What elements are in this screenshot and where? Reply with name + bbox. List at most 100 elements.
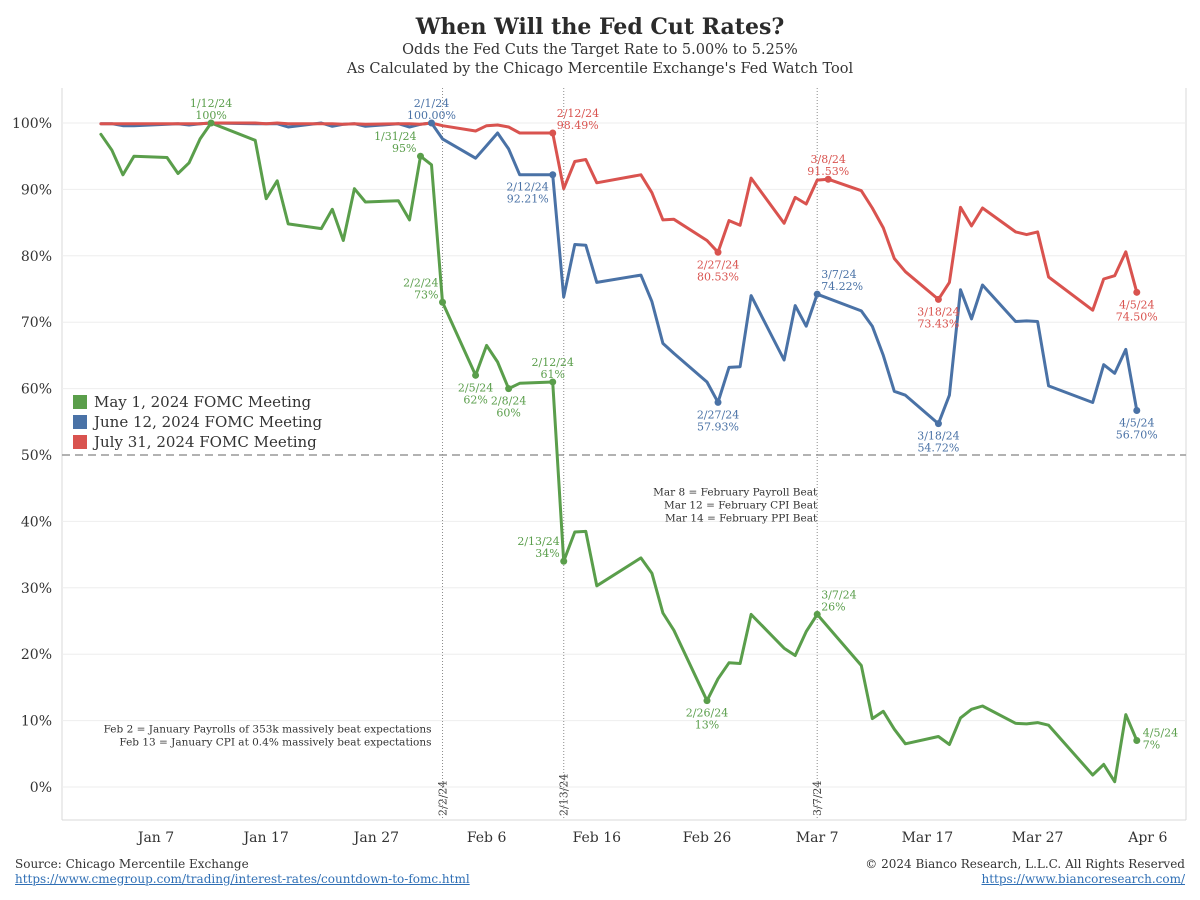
y-tick-label: 20%	[21, 647, 52, 663]
point-label-value: 60%	[496, 407, 520, 420]
legend-swatch	[73, 435, 87, 449]
source-link[interactable]: https://www.cmegroup.com/trading/interes…	[15, 872, 470, 886]
annotation-note-line: Mar 12 = February CPI Beat	[664, 500, 818, 512]
event-vline-label: 3/7/24	[811, 781, 824, 816]
point-label-value: 54.72%	[917, 442, 959, 455]
point-marker	[813, 290, 821, 298]
x-tick-label: Jan 17	[242, 830, 289, 846]
point-marker	[824, 175, 832, 183]
y-tick-label: 10%	[21, 714, 52, 730]
point-marker	[703, 697, 711, 705]
point-label-date: 3/8/24	[811, 153, 846, 166]
point-marker	[813, 610, 821, 618]
x-tick-label: Feb 16	[573, 830, 622, 846]
point-marker	[428, 119, 435, 127]
point-label-date: 4/5/24	[1119, 417, 1154, 430]
legend-swatch	[73, 395, 87, 409]
chart-subtitle-line-2: As Calculated by the Chicago Mercentile …	[346, 61, 854, 77]
point-label-date: 3/18/24	[917, 430, 959, 443]
point-label-date: 4/5/24	[1143, 727, 1178, 740]
point-label-value: 100%	[195, 109, 226, 122]
point-marker	[549, 171, 557, 179]
point-label-date: 2/13/24	[517, 535, 559, 548]
point-label-value: 95%	[392, 142, 416, 155]
y-tick-label: 80%	[21, 249, 52, 265]
point-label-value: 80.53%	[697, 270, 739, 283]
y-tick-label: 30%	[21, 581, 52, 597]
point-label-date: 2/12/24	[532, 356, 574, 369]
point-label-value: 73.43%	[917, 317, 959, 330]
legend-label: May 1, 2024 FOMC Meeting	[94, 393, 311, 411]
y-tick-label: 60%	[21, 382, 52, 398]
point-label-value: 92.21%	[507, 193, 549, 206]
point-label-value: 74.50%	[1116, 310, 1158, 323]
legend-label: July 31, 2024 FOMC Meeting	[92, 433, 317, 451]
x-tick-label: Apr 6	[1127, 830, 1167, 846]
point-marker	[439, 298, 447, 306]
y-tick-label: 70%	[21, 315, 52, 331]
point-marker	[505, 385, 513, 393]
x-tick-label: Mar 17	[902, 830, 954, 846]
copyright-text: © 2024 Bianco Research, L.L.C. All Right…	[865, 857, 1185, 871]
y-tick-label: 0%	[30, 780, 52, 796]
point-marker	[560, 557, 568, 565]
point-marker	[714, 248, 722, 256]
point-label-value: 56.70%	[1116, 429, 1158, 442]
annotation-note-line: Mar 14 = February PPI Beat	[665, 513, 818, 525]
point-label-date: 2/26/24	[686, 707, 728, 720]
point-label-value: 34%	[535, 547, 559, 560]
point-label-date: 3/7/24	[821, 588, 856, 601]
y-tick-label: 40%	[21, 514, 52, 530]
legend-swatch	[73, 415, 87, 429]
point-label-value: 61%	[540, 368, 564, 381]
point-label-value: 57.93%	[697, 420, 739, 433]
point-label-date: 3/18/24	[917, 305, 959, 318]
point-label-date: 2/12/24	[506, 181, 548, 194]
point-label-value: 26%	[821, 600, 845, 613]
point-marker	[207, 119, 215, 127]
point-marker	[1133, 737, 1141, 745]
point-marker	[472, 371, 480, 379]
series-line-1	[99, 121, 1139, 784]
point-label-date: 3/7/24	[821, 268, 856, 281]
y-tick-label: 100%	[12, 116, 52, 132]
point-label-date: 4/5/24	[1119, 298, 1154, 311]
point-label-date: 2/5/24	[458, 381, 493, 394]
annotation-note-line: Feb 13 = January CPI at 0.4% massively b…	[119, 737, 431, 749]
point-label-value: 7%	[1143, 739, 1160, 752]
legend-label: June 12, 2024 FOMC Meeting	[92, 413, 322, 431]
x-tick-label: Mar 27	[1012, 830, 1064, 846]
point-label-value: 74.22%	[821, 280, 863, 293]
point-marker	[934, 295, 942, 303]
point-marker	[934, 420, 942, 428]
point-label-value: 100.00%	[407, 109, 456, 122]
point-label-value: 13%	[695, 719, 719, 732]
point-label-date: 2/27/24	[697, 408, 739, 421]
site-link[interactable]: https://www.biancoresearch.com/	[981, 872, 1185, 886]
point-label-date: 2/2/24	[403, 276, 438, 289]
annotation-note-line: Feb 2 = January Payrolls of 353k massive…	[104, 724, 432, 736]
series-line-3	[99, 121, 1139, 312]
point-marker	[1133, 288, 1141, 296]
point-label-value: 62%	[463, 393, 487, 406]
point-label-date: 1/31/24	[374, 130, 416, 143]
event-vline-label: 2/13/24	[558, 774, 571, 816]
point-label-date: 2/27/24	[697, 258, 739, 271]
point-marker	[549, 129, 557, 137]
x-tick-label: Jan 27	[352, 830, 399, 846]
point-label-value: 98.49%	[557, 119, 599, 132]
series-line-2	[99, 121, 1139, 426]
point-marker	[549, 378, 557, 386]
point-marker	[714, 398, 722, 406]
point-marker	[1133, 407, 1141, 415]
point-label-value: 91.53%	[807, 165, 849, 178]
x-tick-label: Feb 6	[467, 830, 507, 846]
annotation-note-line: Mar 8 = February Payroll Beat	[653, 487, 818, 499]
point-label-date: 2/8/24	[491, 395, 526, 408]
source-text: Source: Chicago Mercentile Exchange	[15, 857, 249, 871]
x-tick-label: Jan 7	[136, 830, 174, 846]
y-tick-label: 50%	[21, 448, 52, 464]
point-label-date: 2/12/24	[557, 107, 599, 120]
point-label-value: 73%	[414, 288, 438, 301]
